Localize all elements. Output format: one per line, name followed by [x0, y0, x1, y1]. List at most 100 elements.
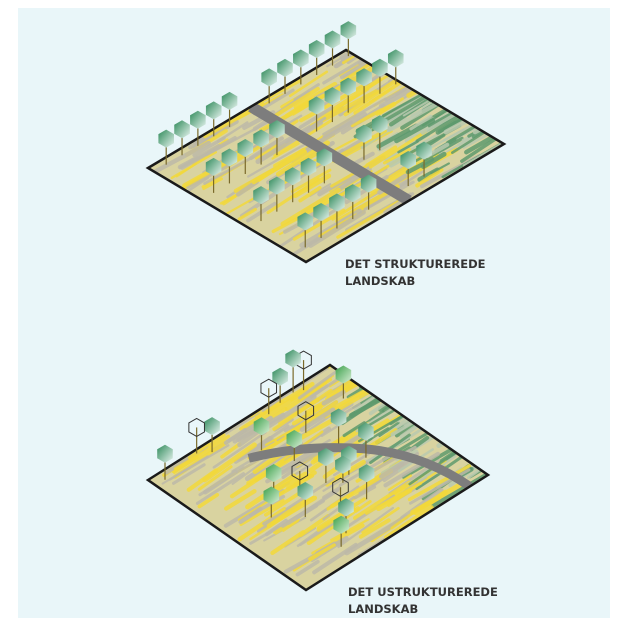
stripe [224, 489, 257, 511]
tree-crown [261, 68, 277, 87]
stripe [270, 530, 306, 556]
tree-crown [291, 461, 309, 481]
tree-crown [174, 120, 190, 139]
stripe [205, 117, 276, 157]
stripe [254, 144, 278, 160]
stripe [405, 156, 435, 175]
stripe [264, 489, 305, 517]
stripe [299, 407, 336, 432]
tree-crown [335, 455, 351, 474]
tree-crown [338, 498, 354, 517]
tree-crown [188, 417, 205, 438]
stripe [280, 187, 341, 226]
tree-crown [372, 115, 388, 134]
tree-crown [356, 68, 372, 87]
stripe [397, 140, 419, 154]
tree-crown [332, 477, 349, 497]
stripe [409, 114, 433, 131]
stripe [363, 180, 415, 211]
tree-crown [284, 167, 301, 186]
tree-crown [286, 430, 303, 448]
stripe [264, 422, 306, 446]
tree-crown [340, 77, 357, 96]
stripe [172, 463, 206, 485]
stripe [330, 518, 370, 542]
stripe [368, 427, 390, 442]
stripe [322, 120, 353, 139]
tree-crown [297, 401, 315, 421]
stripe [238, 506, 263, 524]
tree-crown [416, 141, 432, 160]
tree-crown [269, 120, 285, 139]
stripe [224, 196, 256, 216]
stripe [223, 428, 247, 445]
stripe [322, 474, 350, 492]
stripe [251, 149, 308, 185]
stripe [173, 447, 212, 472]
stripe [308, 543, 336, 561]
stripe [343, 75, 403, 117]
tree-crown [260, 378, 278, 398]
border [145, 48, 507, 264]
tree-crown [324, 87, 341, 106]
stripe [239, 498, 285, 527]
stripe [336, 200, 400, 239]
stripe [295, 559, 320, 577]
stripe [426, 133, 446, 148]
stripe [168, 444, 230, 481]
tree-crown [269, 176, 285, 195]
stripe [187, 442, 210, 460]
stripe [322, 97, 387, 136]
stripe [379, 96, 430, 128]
stripe [197, 465, 233, 491]
stripe [202, 177, 223, 191]
stripe [344, 514, 409, 556]
tree-crown [157, 444, 173, 463]
stripe [298, 186, 322, 203]
tree-crown [204, 417, 220, 436]
tree-crown [318, 448, 334, 466]
tree-crown [205, 157, 222, 176]
stripe [353, 485, 377, 500]
tree-crown [263, 486, 280, 505]
stripe [272, 86, 320, 119]
stripe [247, 141, 310, 178]
tree-crown [372, 58, 388, 77]
stripe [203, 469, 238, 495]
tree-crown [340, 21, 357, 40]
tree-crown [265, 464, 282, 482]
tree-crown [253, 417, 270, 436]
tree-crown [308, 96, 325, 115]
stripe [284, 379, 328, 412]
tree-crown [237, 139, 254, 157]
stripe [382, 147, 411, 165]
tree-crown [293, 49, 309, 68]
stripe [255, 120, 324, 165]
tree-crown [190, 110, 206, 129]
stripe [266, 494, 314, 529]
stripe [292, 173, 332, 199]
tree-crown [333, 515, 349, 534]
stripe [394, 118, 436, 144]
stripe [368, 130, 428, 169]
tree-crown [400, 151, 416, 170]
stripe [402, 100, 429, 117]
stripe [282, 519, 299, 532]
tree-crown [387, 49, 404, 68]
stripe [415, 167, 444, 188]
stripe [407, 464, 472, 502]
stripe [437, 120, 458, 134]
stripe [264, 518, 288, 537]
stripe [212, 430, 267, 469]
tree-crown [335, 365, 352, 384]
stripe [195, 472, 245, 505]
label-line: LANDSKAB [348, 602, 418, 616]
tree-crown [205, 101, 222, 120]
stripe [375, 102, 397, 116]
stripe [383, 451, 441, 488]
stripe [170, 151, 218, 180]
tree-crown [316, 148, 333, 167]
tree-crown [285, 349, 301, 368]
road [247, 443, 473, 491]
stripe [451, 128, 490, 154]
